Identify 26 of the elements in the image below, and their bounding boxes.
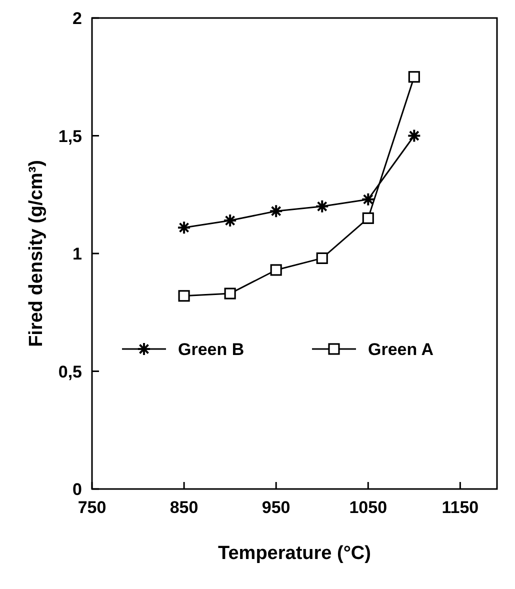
point	[361, 192, 376, 206]
point	[315, 199, 330, 214]
y-axis-title: Fired density (g/cm³)	[26, 160, 47, 347]
point	[407, 128, 422, 143]
point	[177, 220, 192, 235]
legend-label: Green A	[368, 340, 434, 359]
point	[362, 212, 374, 224]
point	[269, 204, 284, 218]
x-axis-title: Temperature (°C)	[218, 543, 371, 564]
point	[316, 252, 328, 264]
y-tick-label: 2	[72, 9, 82, 28]
y-tick-label: 0	[72, 480, 82, 499]
y-tick-label: 1,5	[58, 126, 82, 146]
point	[178, 290, 190, 302]
x-tick-label: 850	[170, 498, 198, 517]
point	[408, 71, 420, 83]
point	[223, 214, 238, 228]
x-tick-label: 1150	[442, 498, 479, 517]
y-tick-label: 1	[72, 244, 82, 264]
legend-label: Green B	[178, 340, 244, 359]
point	[224, 288, 236, 300]
x-tick-label: 950	[262, 498, 290, 517]
point	[270, 264, 282, 276]
y-tick-label: 0,5	[58, 362, 82, 382]
x-tick-label: 750	[78, 498, 106, 517]
x-tick-label: 1050	[349, 498, 388, 517]
